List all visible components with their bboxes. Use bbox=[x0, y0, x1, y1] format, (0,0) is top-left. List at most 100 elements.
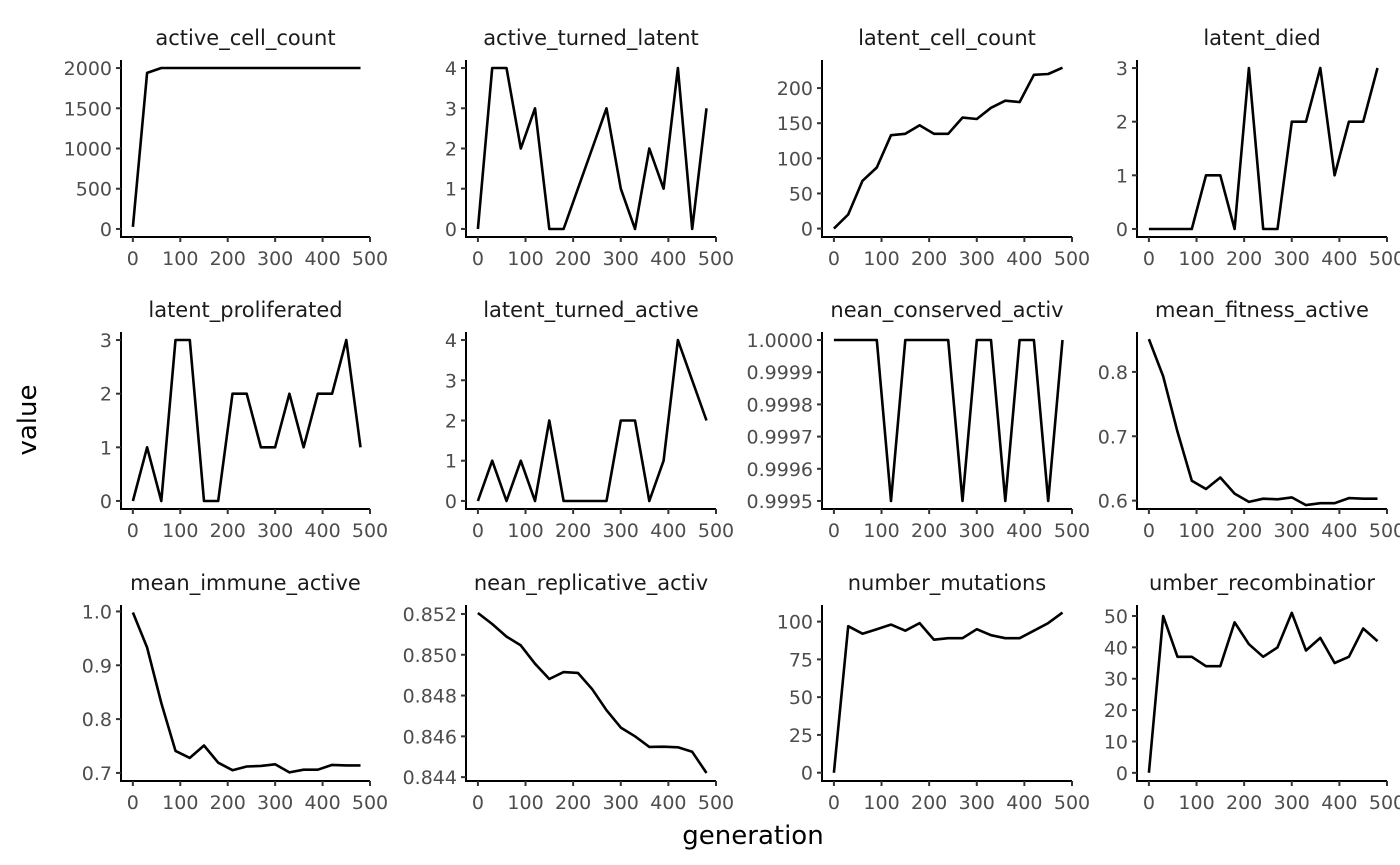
y-tick-label: 0 bbox=[100, 491, 112, 513]
x-tick-label: 200 bbox=[911, 520, 947, 542]
y-tick-label: 1 bbox=[1116, 165, 1128, 187]
x-tick-label: 400 bbox=[650, 792, 686, 814]
x-tick-label: 400 bbox=[304, 248, 340, 270]
x-tick-label: 500 bbox=[352, 248, 388, 270]
x-tick-label: 300 bbox=[257, 520, 293, 542]
panel-title: number_mutations bbox=[848, 571, 1047, 596]
x-tick-label: 100 bbox=[507, 520, 543, 542]
y-tick-label: 1.0000 bbox=[747, 330, 813, 352]
y-tick-label: 1 bbox=[100, 437, 112, 459]
x-tick-label: 100 bbox=[1178, 520, 1214, 542]
panel-active-turned-latent: active_turned_latent 0 1 2 3 4 0 100 200 300 400 50… bbox=[445, 26, 734, 270]
y-tick-label: 0 bbox=[100, 219, 112, 241]
panel-latent-cell-count: latent_cell_count 0 50 100 150 200 0 100 200 300 4… bbox=[777, 26, 1090, 270]
y-tick-label: 20 bbox=[1104, 700, 1128, 722]
y-tick-label: 0.9996 bbox=[747, 459, 813, 481]
y-tick-label: 0.9999 bbox=[747, 362, 813, 384]
y-tick-label: 2 bbox=[100, 384, 112, 406]
x-tick-label: 500 bbox=[1054, 792, 1090, 814]
y-tick-label: 30 bbox=[1104, 669, 1128, 691]
x-tick-label: 100 bbox=[507, 248, 543, 270]
y-tick-label: 1500 bbox=[64, 98, 112, 120]
y-tick-label: 3 bbox=[100, 330, 112, 352]
y-tick-label: 1 bbox=[445, 451, 457, 473]
x-tick-label: 100 bbox=[1178, 248, 1214, 270]
y-tick-label: 1000 bbox=[64, 139, 112, 161]
panel-title: nean_replicative_activ bbox=[474, 571, 708, 596]
x-tick-label: 400 bbox=[1321, 248, 1357, 270]
x-tick-label: 500 bbox=[1369, 248, 1400, 270]
x-tick-label: 100 bbox=[162, 792, 198, 814]
y-tick-label: 10 bbox=[1104, 731, 1128, 753]
x-tick-label: 200 bbox=[555, 792, 591, 814]
panel-mean-fitness-active: mean_fitness_active 0.6 0.7 0.8 0 100 200 300 40… bbox=[1098, 298, 1400, 542]
x-tick-label: 100 bbox=[162, 520, 198, 542]
x-tick-label: 300 bbox=[1274, 520, 1310, 542]
y-tick-label: 4 bbox=[445, 330, 457, 352]
panel-latent-proliferated: latent_proliferated 0 1 2 3 0 100 200 300 400 500 bbox=[100, 298, 388, 542]
panel-latent-died: latent_died 0 1 2 3 0 100 200 300 400 500 bbox=[1116, 26, 1400, 270]
x-tick-label: 100 bbox=[162, 248, 198, 270]
y-tick-label: 0.8 bbox=[82, 709, 112, 731]
y-tick-label: 0 bbox=[445, 219, 457, 241]
x-tick-label: 500 bbox=[698, 792, 734, 814]
x-tick-label: 0 bbox=[1143, 248, 1155, 270]
y-tick-label: 0.8 bbox=[1098, 362, 1128, 384]
series-line bbox=[1148, 66, 1379, 231]
y-tick-label: 0.6 bbox=[1098, 491, 1128, 513]
x-tick-label: 500 bbox=[1054, 520, 1090, 542]
y-tick-label: 2000 bbox=[64, 58, 112, 80]
y-tick-label: 3 bbox=[445, 370, 457, 392]
x-tick-label: 200 bbox=[210, 520, 246, 542]
panel-title: latent_proliferated bbox=[148, 298, 342, 323]
y-tick-label: 0.7 bbox=[82, 763, 112, 785]
panel-title: nean_conserved_activ bbox=[830, 298, 1063, 323]
x-tick-label: 0 bbox=[828, 792, 840, 814]
x-tick-label: 0 bbox=[472, 520, 484, 542]
x-tick-label: 500 bbox=[698, 248, 734, 270]
y-tick-label: 100 bbox=[777, 148, 813, 170]
x-tick-label: 300 bbox=[257, 792, 293, 814]
series-line bbox=[832, 611, 1064, 773]
x-tick-label: 0 bbox=[127, 520, 139, 542]
panel-active-cell-count: active_cell_count 0 500 1000 1500 2000 0 100 200… bbox=[64, 26, 388, 270]
x-tick-label: 300 bbox=[257, 248, 293, 270]
x-tick-label: 300 bbox=[603, 248, 639, 270]
y-tick-label: 0.9997 bbox=[747, 427, 813, 449]
y-tick-label: 1 bbox=[445, 179, 457, 201]
x-tick-label: 100 bbox=[863, 520, 899, 542]
panel-latent-turned-active: latent_turned_active 0 1 2 3 4 0 100 200 300 400 50… bbox=[445, 298, 734, 542]
series-line bbox=[131, 338, 362, 503]
x-tick-label: 0 bbox=[1143, 792, 1155, 814]
x-tick-label: 0 bbox=[472, 792, 484, 814]
panel-title: active_turned_latent bbox=[483, 26, 699, 51]
x-tick-label: 400 bbox=[304, 792, 340, 814]
x-tick-label: 400 bbox=[1321, 792, 1357, 814]
y-axis-title: value bbox=[13, 384, 43, 455]
x-tick-label: 300 bbox=[959, 248, 995, 270]
x-tick-label: 0 bbox=[472, 248, 484, 270]
y-tick-label: 2 bbox=[1116, 112, 1128, 134]
y-tick-label: 0.7 bbox=[1098, 426, 1128, 448]
x-tick-label: 200 bbox=[555, 520, 591, 542]
x-tick-label: 0 bbox=[127, 248, 139, 270]
x-tick-label: 500 bbox=[352, 520, 388, 542]
panel-title: latent_died bbox=[1203, 26, 1320, 51]
y-tick-label: 0.850 bbox=[403, 645, 457, 667]
x-tick-label: 400 bbox=[304, 520, 340, 542]
x-tick-label: 500 bbox=[1369, 792, 1400, 814]
series-line bbox=[833, 338, 1064, 503]
y-tick-label: 3 bbox=[445, 98, 457, 120]
x-tick-label: 400 bbox=[1006, 792, 1042, 814]
x-tick-label: 0 bbox=[828, 248, 840, 270]
series-line bbox=[131, 66, 361, 228]
panel-number-mutations: number_mutations 0 25 50 75 100 0 100 200 300 400 5… bbox=[777, 571, 1090, 814]
y-tick-label: 150 bbox=[777, 113, 813, 135]
x-tick-label: 200 bbox=[911, 792, 947, 814]
x-tick-label: 200 bbox=[210, 792, 246, 814]
series-line bbox=[476, 338, 708, 503]
x-tick-label: 500 bbox=[1369, 520, 1400, 542]
x-tick-label: 200 bbox=[210, 248, 246, 270]
